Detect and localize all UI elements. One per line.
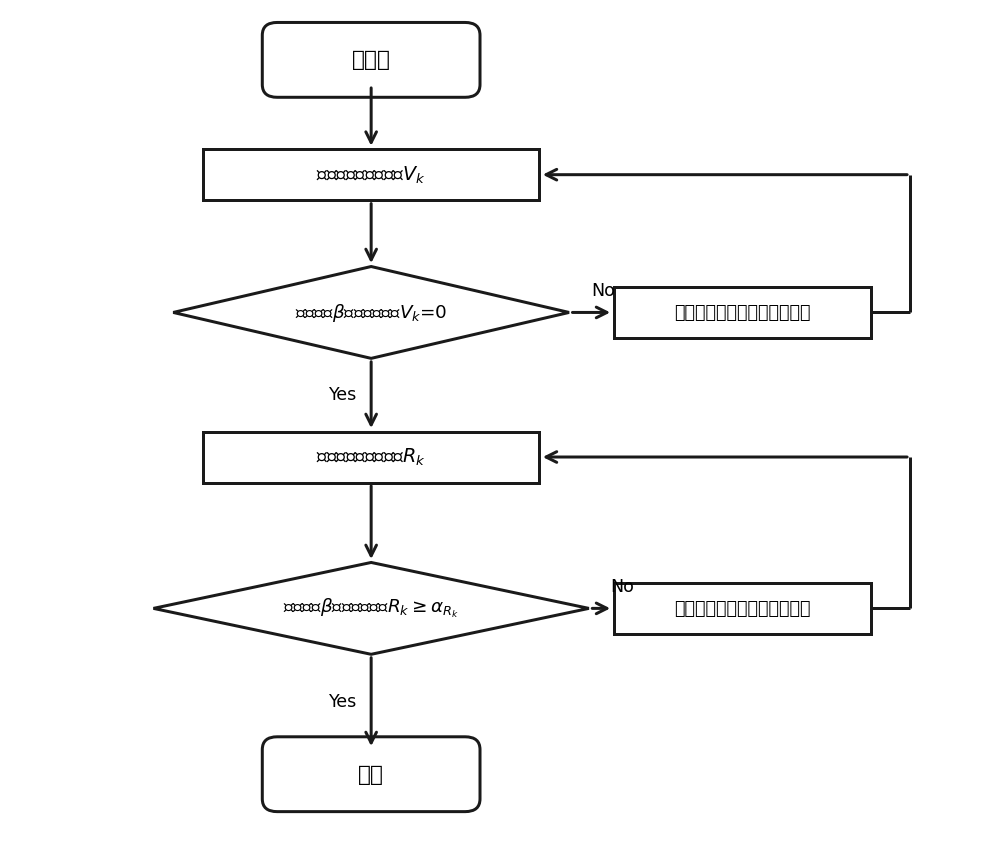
- Bar: [203, 432, 539, 482]
- Text: 计算电力系统的指标$V_k$: 计算电力系统的指标$V_k$: [316, 164, 426, 186]
- FancyBboxPatch shape: [262, 23, 480, 98]
- Text: 攻击难度$\beta$意义下的指标$V_k$=0: 攻击难度$\beta$意义下的指标$V_k$=0: [295, 302, 448, 323]
- Text: 初始化: 初始化: [352, 50, 391, 71]
- Text: Yes: Yes: [328, 386, 356, 404]
- FancyBboxPatch shape: [262, 737, 480, 812]
- Bar: [613, 287, 870, 338]
- Text: No: No: [590, 282, 614, 300]
- Bar: [613, 583, 870, 634]
- Text: 计算电力系统的指标$R_k$: 计算电力系统的指标$R_k$: [316, 446, 426, 468]
- Text: 结束: 结束: [358, 765, 384, 784]
- Text: Yes: Yes: [328, 693, 356, 711]
- Text: 保护重要度指标最大的量测点: 保护重要度指标最大的量测点: [673, 599, 810, 617]
- Polygon shape: [154, 562, 588, 654]
- Text: 保护重要度指标最大的量测点: 保护重要度指标最大的量测点: [673, 304, 810, 322]
- Text: 攻击难度$\beta$意义下的指标$R_k\geq\alpha_{R_k}$: 攻击难度$\beta$意义下的指标$R_k\geq\alpha_{R_k}$: [283, 597, 459, 620]
- Polygon shape: [173, 267, 568, 359]
- Text: No: No: [610, 578, 634, 596]
- Bar: [203, 150, 539, 200]
